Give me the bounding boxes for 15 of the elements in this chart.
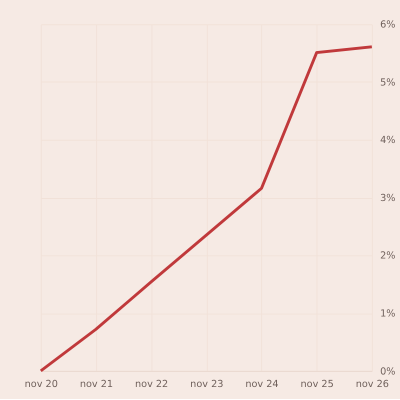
y-tick-label: 5% [380, 77, 396, 88]
y-tick-label: 4% [380, 135, 396, 146]
line-series [39, 45, 374, 372]
x-tick-label: nov 25 [300, 378, 334, 390]
x-tick-label: nov 21 [80, 378, 114, 390]
x-tick-label: nov 26 [356, 378, 389, 390]
x-tick-label: nov 24 [245, 378, 279, 390]
y-tick-label: 0% [380, 366, 396, 378]
x-tick-label: nov 20 [24, 378, 58, 390]
y-tick-label: 6% [380, 20, 396, 31]
x-tick-label: nov 22 [135, 378, 168, 390]
x-tick-label: nov 23 [190, 378, 224, 390]
y-tick-label: 2% [380, 250, 396, 262]
y-tick-label: 1% [380, 308, 396, 320]
y-tick-label: 3% [380, 192, 396, 204]
